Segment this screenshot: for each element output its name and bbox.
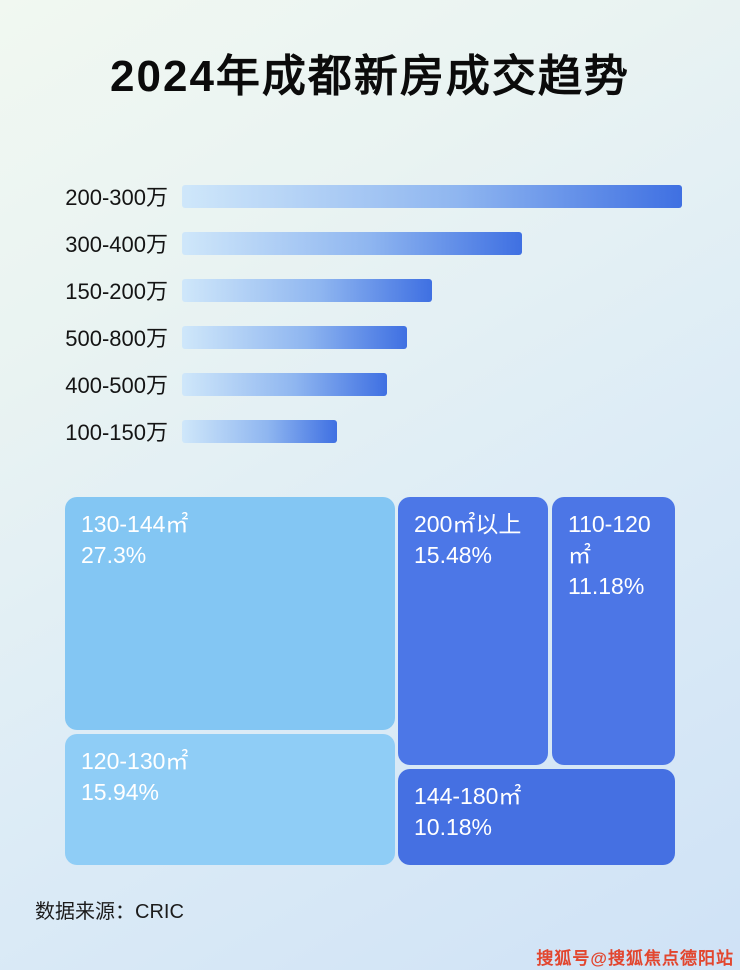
bar-track [182, 184, 682, 208]
bar-row: 300-400万 [40, 231, 682, 257]
treemap-block-label: 130-144㎡ [81, 511, 189, 537]
bar-label: 150-200万 [65, 279, 168, 304]
bar-track [182, 372, 682, 396]
bar-row: 400-500万 [40, 372, 682, 398]
treemap-block-label: 200㎡以上 [414, 511, 522, 537]
treemap-block-value: 15.48% [414, 542, 493, 569]
treemap-block-value: 10.18% [414, 814, 493, 841]
bar [182, 231, 522, 255]
bar [182, 419, 337, 443]
bar-label: 100-150万 [65, 420, 168, 445]
bar-row: 500-800万 [40, 325, 682, 351]
page-title: 2024年成都新房成交趋势 [110, 52, 630, 101]
bar [182, 325, 407, 349]
bar-row: 150-200万 [40, 278, 682, 304]
treemap-block-200-plus: 200㎡以上 15.48% [398, 497, 548, 765]
treemap-block-value: 27.3% [81, 542, 147, 569]
treemap-block-label: 144-180㎡ [414, 783, 522, 809]
treemap-block-110-120: 110-120㎡ 11.18% [552, 497, 675, 765]
bar-label: 300-400万 [65, 232, 168, 257]
bar-row: 100-150万 [40, 419, 682, 445]
treemap-block-130-144: 130-144㎡ 27.3% [65, 497, 395, 730]
watermark: 搜狐号@搜狐焦点德阳站 [536, 949, 734, 968]
treemap-block-144-180: 144-180㎡ 10.18% [398, 769, 675, 865]
treemap-block-value: 15.94% [81, 779, 160, 806]
data-source: 数据来源：CRIC [35, 901, 184, 923]
bar-label: 500-800万 [65, 326, 168, 351]
bar-track [182, 419, 682, 443]
bar-track [182, 278, 682, 302]
treemap-block-value: 11.18% [568, 573, 645, 600]
treemap: 130-144㎡ 27.3% 120-130㎡ 15.94% 200㎡以上 15… [65, 497, 675, 865]
bar-chart: 200-300万 300-400万 150-200万 500-800万 400-… [40, 184, 682, 466]
bar [182, 278, 432, 302]
bar-label: 400-500万 [65, 373, 168, 398]
bar-track [182, 325, 682, 349]
treemap-block-label: 110-120㎡ [568, 511, 651, 569]
bar-track [182, 231, 682, 255]
treemap-block-120-130: 120-130㎡ 15.94% [65, 734, 395, 865]
bar [182, 372, 387, 396]
bar-row: 200-300万 [40, 184, 682, 210]
treemap-block-label: 120-130㎡ [81, 748, 189, 774]
bar [182, 184, 682, 208]
bar-label: 200-300万 [65, 185, 168, 210]
